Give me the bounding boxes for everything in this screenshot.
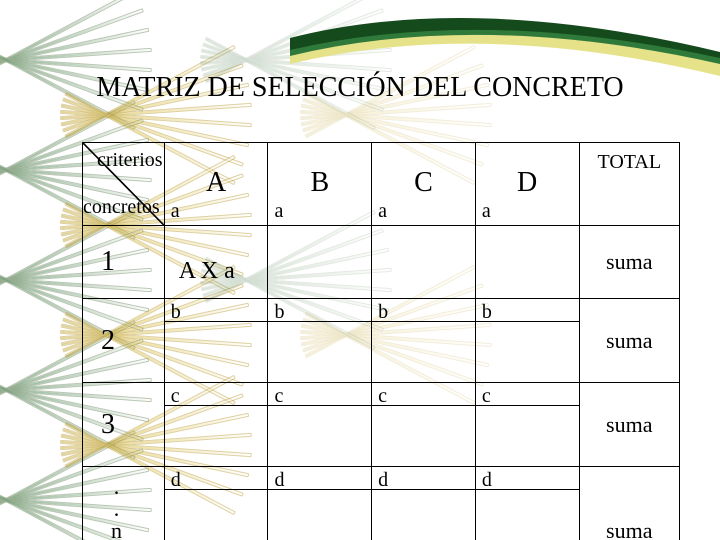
selection-matrix: criterios concretos A a B a C a D a TOTA… [82, 142, 680, 540]
row-b-col-c: b [372, 299, 476, 322]
row-n-label: . . n [83, 467, 165, 540]
row-2-col-b [268, 322, 372, 383]
row-1-col-b [268, 226, 372, 299]
row-1-label: 1 [83, 226, 165, 299]
slide-title: MATRIZ DE SELECCIÓN DEL CONCRETO [0, 72, 720, 104]
row-1-col-d [475, 226, 579, 299]
row-3-col-a [164, 406, 268, 467]
row-1-col-c [372, 226, 476, 299]
row-c-col-d: c [475, 383, 579, 406]
header-diagonal-cell: criterios concretos [83, 143, 165, 226]
row-2-col-c [372, 322, 476, 383]
row-b-col-b: b [268, 299, 372, 322]
row-d-col-d: d [475, 467, 579, 490]
row-3-col-b [268, 406, 372, 467]
swoosh-decoration [290, 16, 720, 76]
col-header-a: A a [164, 143, 268, 226]
row-3-label: 3 [83, 383, 165, 467]
row-2-label: 2 [83, 299, 165, 383]
row-3-total: suma [579, 383, 679, 467]
row-c-col-c: c [372, 383, 476, 406]
col-header-b: B a [268, 143, 372, 226]
col-header-d: D a [475, 143, 579, 226]
row-b-col-d: b [475, 299, 579, 322]
row-1-total: suma [579, 226, 679, 299]
row-n-col-b [268, 490, 372, 540]
criterios-label: criterios [97, 149, 163, 172]
row-n-col-a [164, 490, 268, 540]
row-3-col-d [475, 406, 579, 467]
row-b-col-a: b [164, 299, 268, 322]
row-3-col-c [372, 406, 476, 467]
row-n-total: suma [579, 467, 679, 540]
concretos-label: concretos [83, 196, 160, 219]
row-2-total: suma [579, 299, 679, 383]
row-c-col-b: c [268, 383, 372, 406]
row-1-col-a: A X a [164, 226, 268, 299]
row-2-col-a [164, 322, 268, 383]
row-2-col-d [475, 322, 579, 383]
row-d-col-c: d [372, 467, 476, 490]
row-n-col-c [372, 490, 476, 540]
row-d-col-b: d [268, 467, 372, 490]
col-header-c: C a [372, 143, 476, 226]
row-c-col-a: c [164, 383, 268, 406]
col-header-total: TOTAL [579, 143, 679, 226]
row-d-col-a: d [164, 467, 268, 490]
row-n-col-d [475, 490, 579, 540]
